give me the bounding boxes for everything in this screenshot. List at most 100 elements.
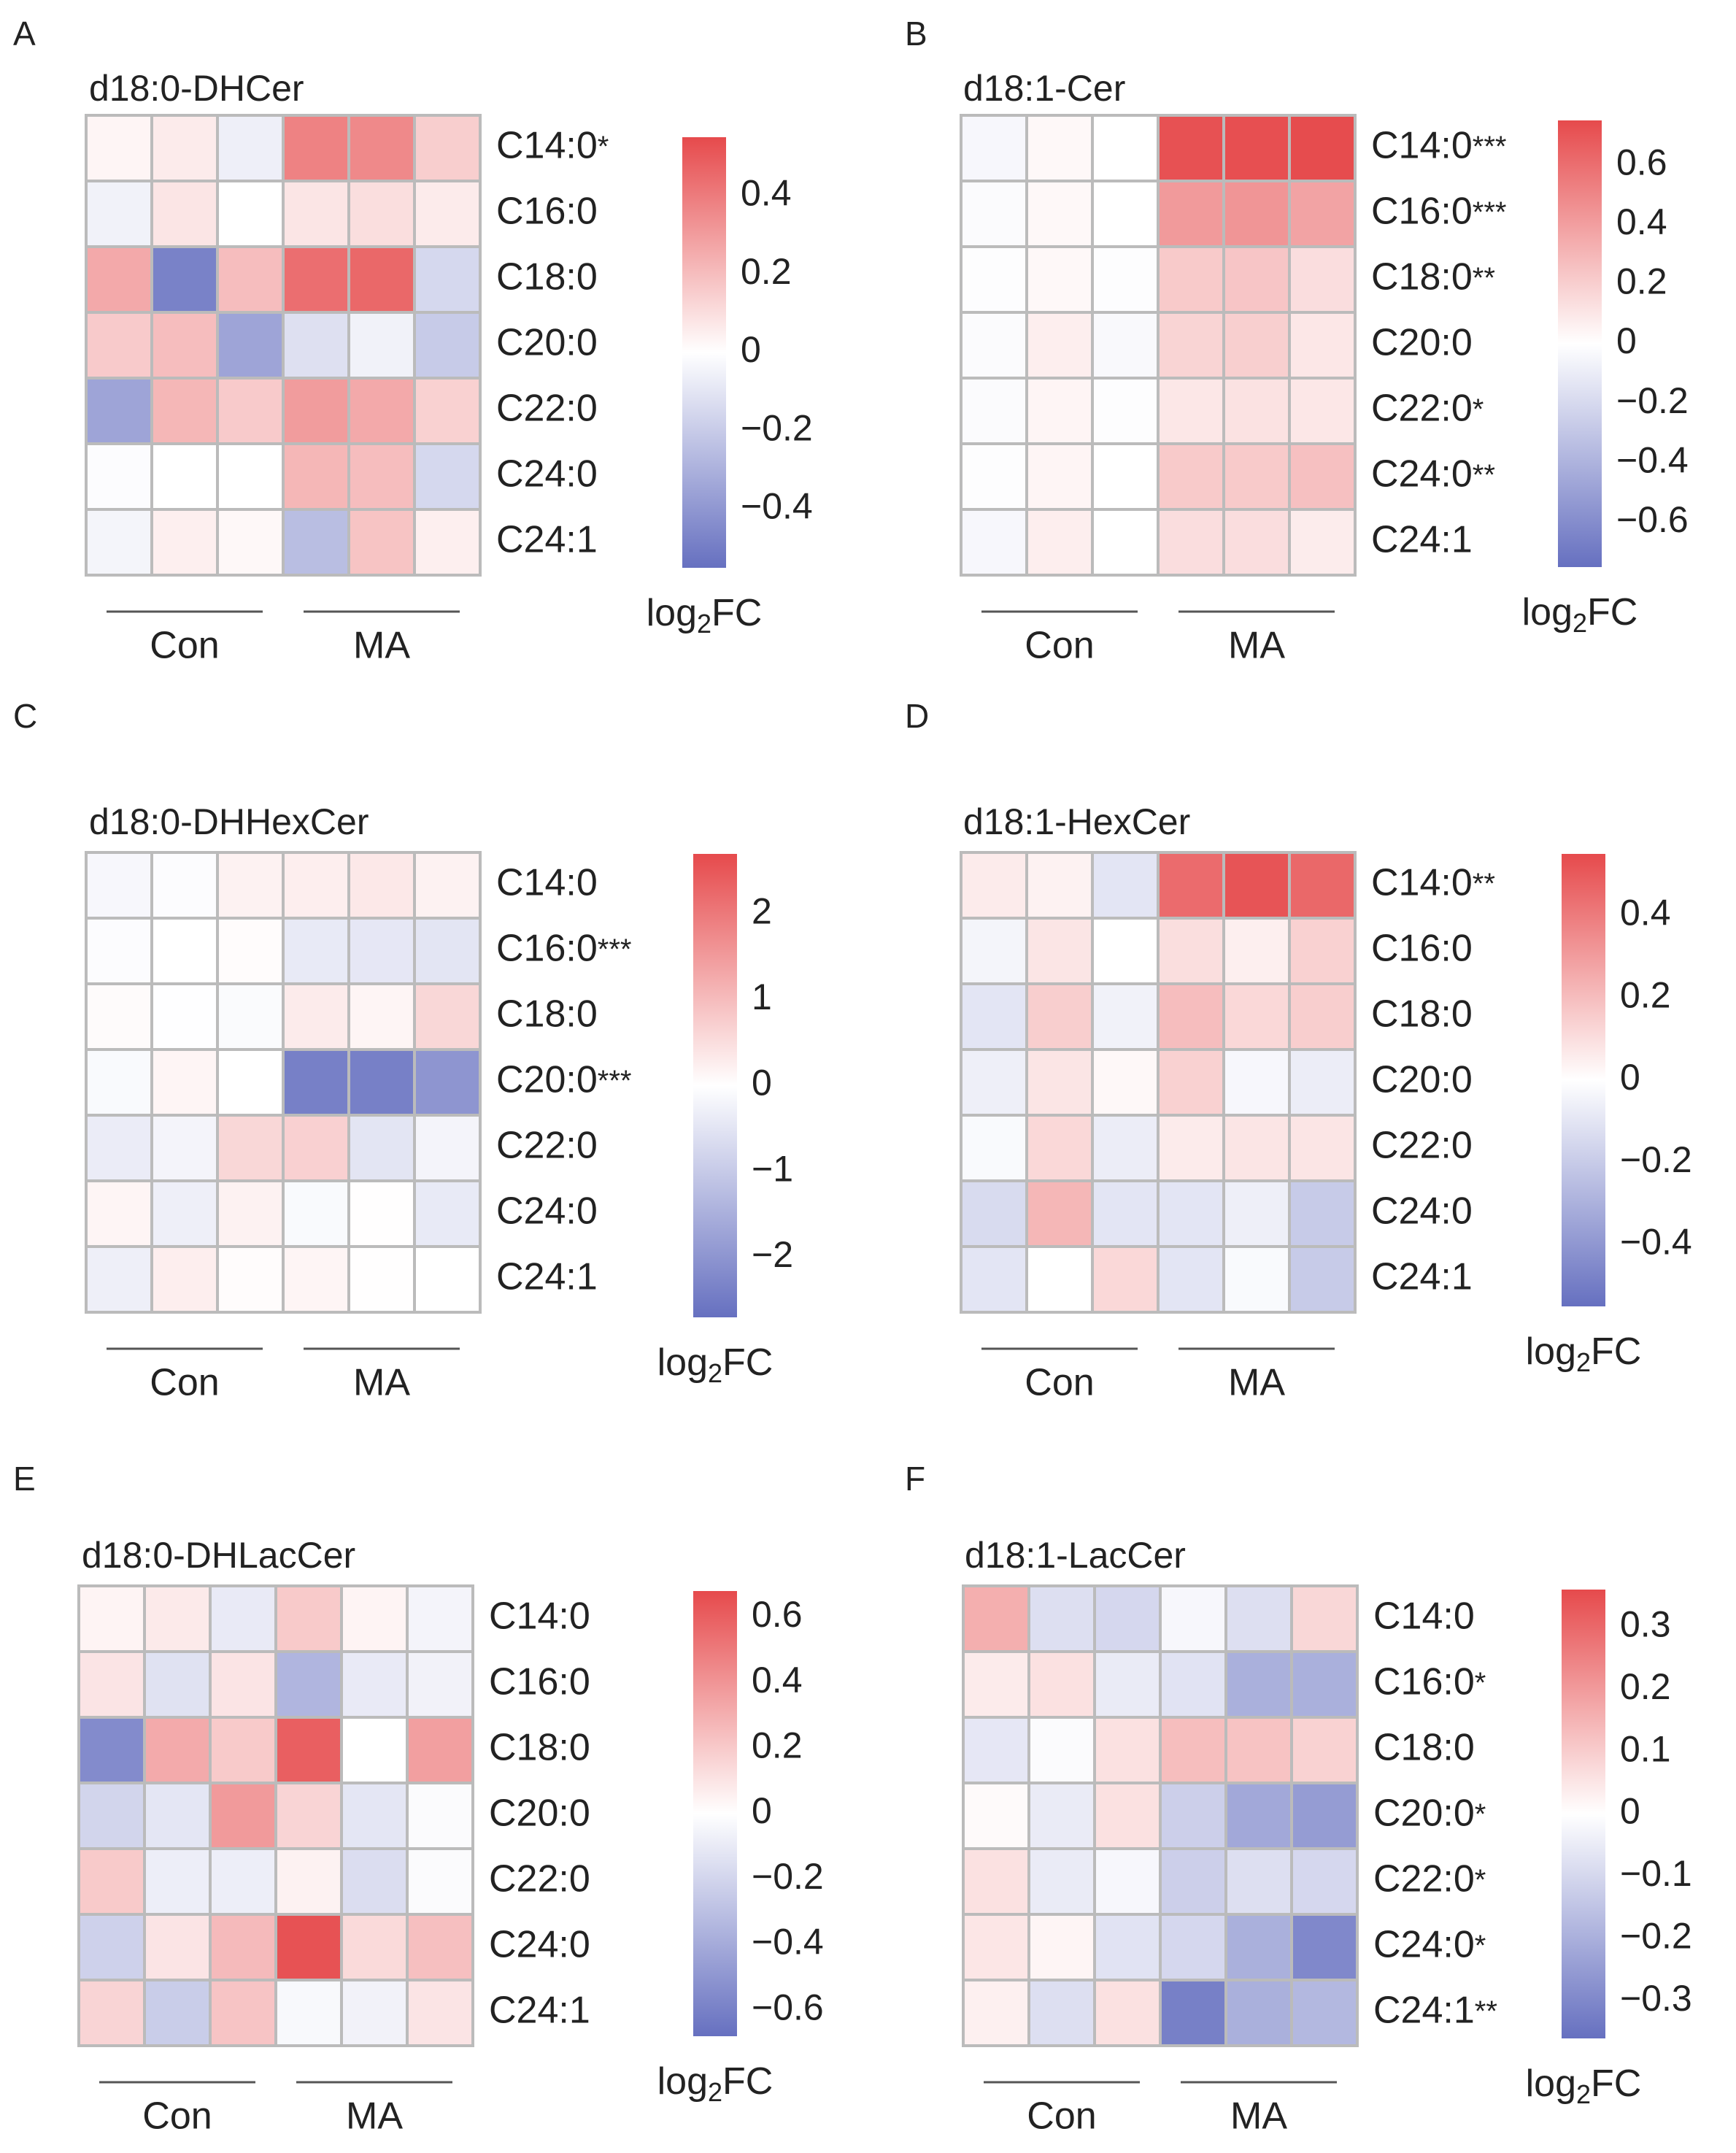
heatmap-cell [413,245,482,314]
heatmap-cell [1157,917,1225,985]
heatmap-cell [143,1979,212,2047]
group-label: MA [1228,1362,1285,1404]
heatmap-cell [406,1650,474,1719]
significance-marker: * [1473,393,1484,425]
legend-tick-label: 0.6 [752,1594,803,1635]
legend-tick-label: 0.4 [752,1660,803,1701]
heatmap-cell [1288,1114,1357,1182]
legend-title-tail: FC [722,2060,773,2103]
heatmap-cell [413,1245,482,1314]
heatmap-cell [1159,1913,1227,1981]
heatmap-cell [282,1179,350,1248]
row-label: C22:0* [1373,1858,1486,1900]
heatmap-cell [282,1114,350,1182]
legend-title: log2FC [1522,591,1638,638]
heatmap-cell [413,851,482,920]
row-label: C18:0 [496,993,598,1036]
heatmap-cell [1091,1245,1160,1314]
row-label: C20:0*** [496,1059,631,1101]
heatmap-cell [960,1245,1028,1314]
color-scale-bar [693,1591,737,2036]
row-label: C14:0* [496,125,609,167]
group-label: MA [353,625,410,667]
heatmap-cell [962,1716,1030,1784]
legend-title: log2FC [647,592,763,639]
heatmap-cell [962,1913,1030,1981]
heatmap-cell [960,377,1028,445]
row-label: C24:1** [1373,1990,1497,2032]
significance-marker: ** [1473,459,1495,491]
heatmap-cell [1091,114,1160,182]
heatmap-cell [1288,442,1357,511]
heatmap-cell [209,1913,277,1981]
heatmap-cell [1224,1716,1293,1784]
heatmap-cell [77,1584,146,1653]
significance-marker: * [1475,1667,1486,1699]
heatmap-cell [340,1847,409,1916]
heatmap-cell [216,114,285,182]
heatmap-cell [274,1650,343,1719]
heatmap-cell [282,917,350,985]
heatmap-cell [216,1048,285,1117]
heatmap-cell [1025,508,1094,577]
heatmap-cell [77,1979,146,2047]
row-label: C24:1 [1371,519,1473,561]
heatmap-cell [1288,377,1357,445]
heatmap-cell [150,851,219,920]
heatmap-cell [1224,1782,1293,1850]
heatmap-cell [85,180,153,248]
heatmap-cell [1093,1716,1162,1784]
heatmap-cell [347,851,416,920]
heatmap-cell [274,1782,343,1850]
legend-title-sub: 2 [1576,1347,1591,1377]
heatmap-cell [150,377,219,445]
legend-tick-label: 0 [1616,320,1637,361]
heatmap-cell [1093,1847,1162,1916]
heatmap-cell [1159,1650,1227,1719]
heatmap-cell [209,1716,277,1784]
legend-tick-label: 0.4 [741,173,792,214]
heatmap-cell [1288,1179,1357,1248]
heatmap-cell [413,180,482,248]
heatmap-cell [85,851,153,920]
heatmap-cell [1222,311,1291,380]
heatmap-cell [347,442,416,511]
legend-tick-label: −0.2 [1620,1139,1692,1180]
heatmap-cell [274,1716,343,1784]
legend-tick-label: 0 [1620,1791,1640,1832]
group-label: MA [346,2095,403,2138]
heatmap-cell [1091,508,1160,577]
heatmap-cell [347,1245,416,1314]
legend-tick-label: −0.3 [1620,1978,1692,2019]
row-label: C20:0* [1373,1792,1486,1835]
legend-tick-label: −0.2 [752,1856,824,1897]
heatmap-cell [1222,1114,1291,1182]
legend-title-base: log [647,592,697,634]
legend-tick-label: 0.2 [1620,1666,1671,1707]
panel-letter: E [13,1460,36,1498]
heatmap-cell [216,442,285,511]
heatmap-cell [1288,1245,1357,1314]
legend-title: log2FC [657,1341,774,1388]
row-label: C20:0 [496,322,598,364]
heatmap-cell [150,917,219,985]
significance-marker: * [1475,1864,1486,1896]
heatmap-cell [960,1048,1028,1117]
heatmap-cell [406,1979,474,2047]
legend-title-sub: 2 [697,609,711,639]
group-label: Con [150,1362,219,1404]
heatmap-cell [340,1782,409,1850]
heatmap-cell [143,1913,212,1981]
heatmap-cell [960,917,1028,985]
heatmap-title: d18:1-Cer [963,68,1125,109]
heatmap-cell [1157,982,1225,1051]
heatmap-cell [1157,1048,1225,1117]
legend-tick-label: 1 [752,977,772,1017]
heatmap-cell [1027,1782,1096,1850]
heatmap-cell [347,180,416,248]
color-scale-bar [693,854,737,1317]
heatmap-cell [340,1913,409,1981]
heatmap-cell [150,982,219,1051]
heatmap-cell [1290,1584,1359,1653]
